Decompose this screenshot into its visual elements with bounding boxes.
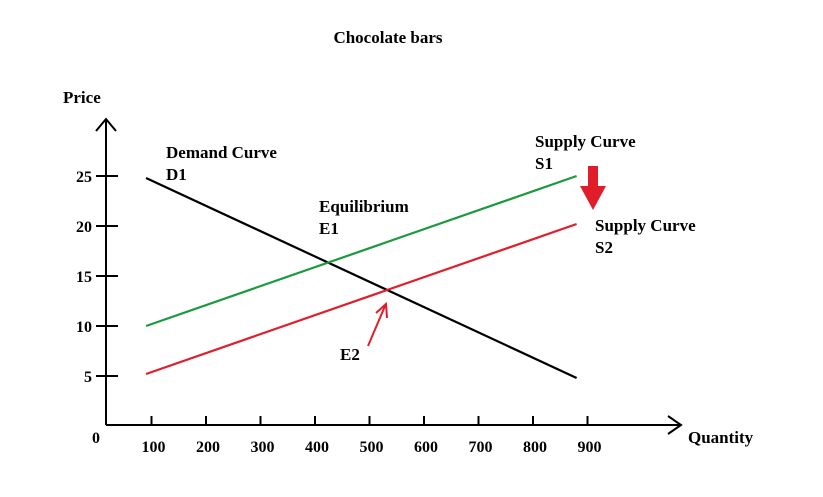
supply-curve-s1-id: S1 <box>535 154 553 173</box>
supply-curve-s2-id: S2 <box>595 238 613 257</box>
y-ticks: 5 10 15 20 25 <box>76 169 118 386</box>
x-tick-label: 900 <box>578 439 602 456</box>
x-axis-label: Quantity <box>688 428 754 447</box>
series-layer <box>145 174 578 379</box>
e2-pointer-arrow <box>367 301 388 347</box>
x-tick-label: 300 <box>251 439 275 456</box>
supply-curve-s1-label: Supply Curve <box>535 132 636 151</box>
y-tick-label: 10 <box>76 319 92 336</box>
series-line-d1 <box>145 177 578 379</box>
equilibrium-e2-label: E2 <box>340 345 360 364</box>
y-tick-label: 20 <box>76 219 92 236</box>
demand-curve-label: Demand Curve <box>166 143 277 162</box>
x-tick-label: 200 <box>196 439 220 456</box>
x-tick-label: 500 <box>360 439 384 456</box>
x-tick-label: 800 <box>523 439 547 456</box>
chart-title: Chocolate bars <box>333 28 442 47</box>
x-tick-label: 400 <box>305 439 329 456</box>
y-tick-label: 5 <box>84 369 92 386</box>
y-tick-label: 25 <box>76 169 92 186</box>
demand-curve-id: D1 <box>166 165 187 184</box>
x-tick-label: 700 <box>469 439 493 456</box>
supply-curve-s2-label: Supply Curve <box>595 216 696 235</box>
y-axis-label: Price <box>63 88 101 107</box>
x-tick-label: 100 <box>142 439 166 456</box>
x-ticks: 100 200 300 400 500 600 700 800 900 <box>142 416 602 456</box>
y-tick-label: 15 <box>76 269 92 286</box>
origin-label: 0 <box>92 430 100 447</box>
equilibrium-e1-id: E1 <box>319 219 339 238</box>
series-line-s2 <box>145 222 577 376</box>
series-line-s1 <box>145 174 577 328</box>
supply-shift-arrow-icon <box>580 166 606 210</box>
equilibrium-e1-label: Equilibrium <box>319 197 409 216</box>
x-tick-label: 600 <box>414 439 438 456</box>
y-axis <box>95 117 117 425</box>
x-axis <box>106 415 683 435</box>
